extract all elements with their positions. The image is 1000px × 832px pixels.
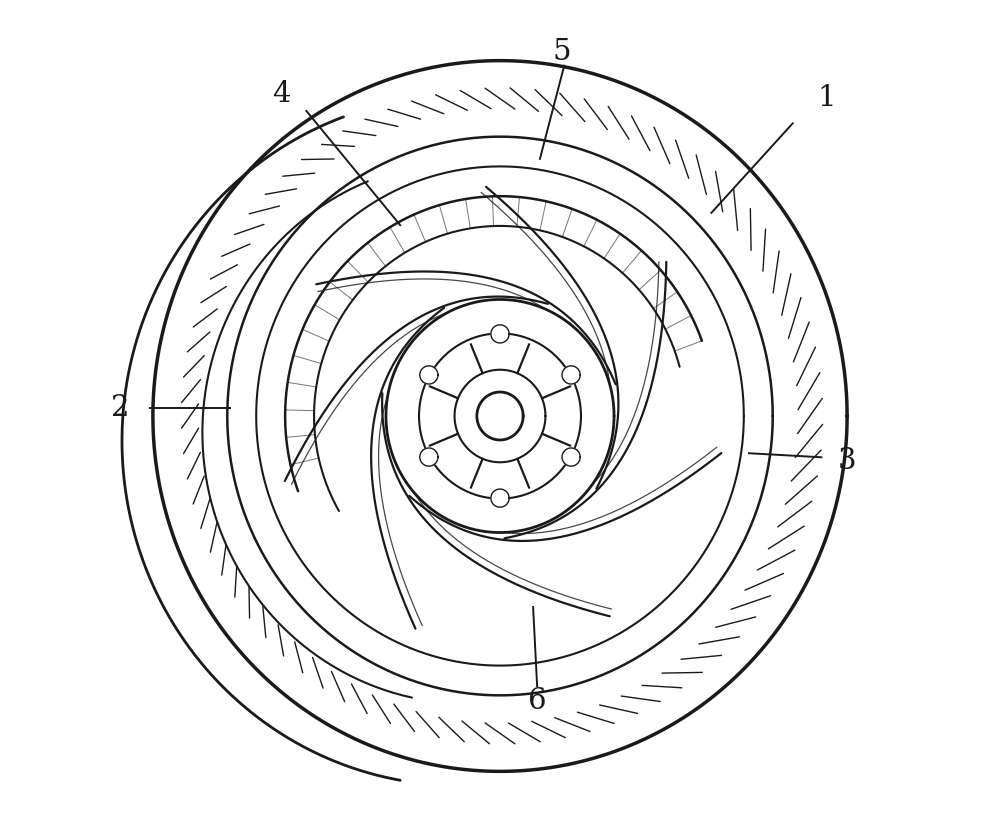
Polygon shape	[153, 61, 847, 771]
Polygon shape	[491, 489, 509, 508]
Text: 6: 6	[528, 687, 547, 716]
Polygon shape	[420, 448, 438, 466]
Polygon shape	[256, 166, 744, 666]
Polygon shape	[386, 300, 614, 532]
Polygon shape	[562, 448, 580, 466]
Text: 3: 3	[838, 448, 856, 475]
Polygon shape	[491, 324, 509, 343]
Text: 2: 2	[111, 394, 129, 422]
Text: 4: 4	[272, 80, 290, 107]
Polygon shape	[419, 334, 581, 498]
Polygon shape	[477, 392, 523, 440]
Polygon shape	[455, 369, 545, 463]
Polygon shape	[562, 366, 580, 384]
Text: 1: 1	[817, 84, 836, 111]
Polygon shape	[420, 366, 438, 384]
Text: 5: 5	[553, 38, 571, 67]
